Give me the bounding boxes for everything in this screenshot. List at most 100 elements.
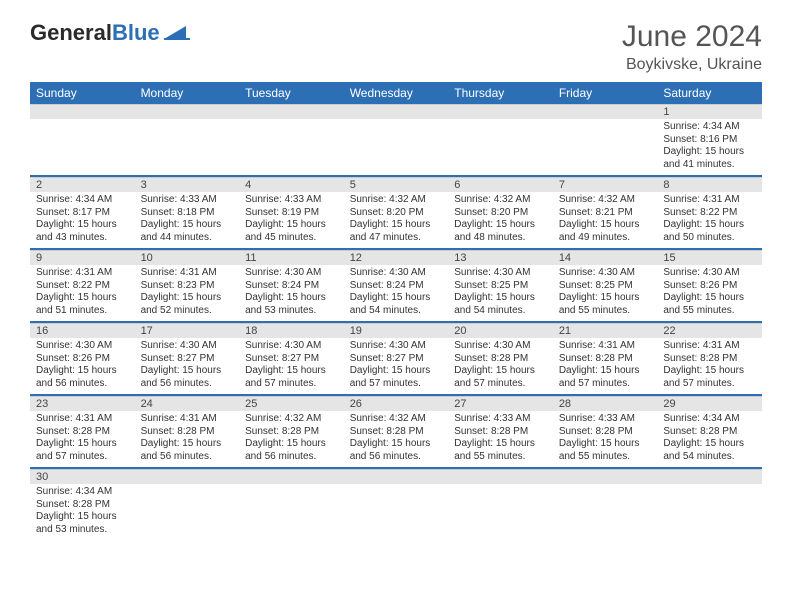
daylight-text: Daylight: 15 hours and 54 minutes. — [454, 292, 547, 317]
day-body: Sunrise: 4:34 AMSunset: 8:16 PMDaylight:… — [657, 119, 762, 175]
daylight-text: Daylight: 15 hours and 41 minutes. — [663, 146, 756, 171]
calendar-cell: 5Sunrise: 4:32 AMSunset: 8:20 PMDaylight… — [344, 176, 449, 249]
sunset-text: Sunset: 8:28 PM — [245, 426, 338, 439]
sunset-text: Sunset: 8:25 PM — [559, 280, 652, 293]
day-number: 18 — [239, 323, 344, 338]
logo-flag-icon — [164, 24, 190, 42]
calendar-week-row: 16Sunrise: 4:30 AMSunset: 8:26 PMDayligh… — [30, 322, 762, 395]
calendar-cell: 9Sunrise: 4:31 AMSunset: 8:22 PMDaylight… — [30, 249, 135, 322]
day-number: 9 — [30, 250, 135, 265]
day-number-empty — [553, 104, 658, 119]
day-body: Sunrise: 4:30 AMSunset: 8:26 PMDaylight:… — [657, 265, 762, 321]
day-body: Sunrise: 4:31 AMSunset: 8:28 PMDaylight:… — [553, 338, 658, 394]
day-body: Sunrise: 4:31 AMSunset: 8:28 PMDaylight:… — [30, 411, 135, 467]
day-number-empty — [135, 104, 240, 119]
day-number: 27 — [448, 396, 553, 411]
daylight-text: Daylight: 15 hours and 56 minutes. — [141, 365, 234, 390]
logo: GeneralBlue — [30, 20, 190, 46]
location: Boykivske, Ukraine — [622, 56, 762, 74]
sunset-text: Sunset: 8:19 PM — [245, 207, 338, 220]
sunset-text: Sunset: 8:23 PM — [141, 280, 234, 293]
sunrise-text: Sunrise: 4:30 AM — [559, 267, 652, 280]
daylight-text: Daylight: 15 hours and 56 minutes. — [350, 438, 443, 463]
sunrise-text: Sunrise: 4:33 AM — [559, 413, 652, 426]
daylight-text: Daylight: 15 hours and 53 minutes. — [36, 511, 129, 536]
day-number-empty — [30, 104, 135, 119]
daylight-text: Daylight: 15 hours and 57 minutes. — [559, 365, 652, 390]
day-number: 30 — [30, 469, 135, 484]
day-number: 14 — [553, 250, 658, 265]
sunset-text: Sunset: 8:24 PM — [350, 280, 443, 293]
sunset-text: Sunset: 8:22 PM — [663, 207, 756, 220]
sunset-text: Sunset: 8:28 PM — [663, 353, 756, 366]
sunset-text: Sunset: 8:24 PM — [245, 280, 338, 293]
daylight-text: Daylight: 15 hours and 55 minutes. — [454, 438, 547, 463]
day-body: Sunrise: 4:33 AMSunset: 8:28 PMDaylight:… — [553, 411, 658, 467]
day-number: 25 — [239, 396, 344, 411]
day-number: 16 — [30, 323, 135, 338]
day-body: Sunrise: 4:31 AMSunset: 8:28 PMDaylight:… — [135, 411, 240, 467]
sunset-text: Sunset: 8:28 PM — [559, 426, 652, 439]
daylight-text: Daylight: 15 hours and 56 minutes. — [141, 438, 234, 463]
day-number: 29 — [657, 396, 762, 411]
sunrise-text: Sunrise: 4:30 AM — [350, 340, 443, 353]
day-body: Sunrise: 4:32 AMSunset: 8:20 PMDaylight:… — [448, 192, 553, 248]
sunset-text: Sunset: 8:17 PM — [36, 207, 129, 220]
calendar-cell — [135, 468, 240, 540]
calendar-cell: 2Sunrise: 4:34 AMSunset: 8:17 PMDaylight… — [30, 176, 135, 249]
day-number: 6 — [448, 177, 553, 192]
calendar-cell: 21Sunrise: 4:31 AMSunset: 8:28 PMDayligh… — [553, 322, 658, 395]
day-number: 15 — [657, 250, 762, 265]
day-number: 24 — [135, 396, 240, 411]
calendar-cell: 1Sunrise: 4:34 AMSunset: 8:16 PMDaylight… — [657, 104, 762, 176]
sunrise-text: Sunrise: 4:33 AM — [141, 194, 234, 207]
calendar-cell: 15Sunrise: 4:30 AMSunset: 8:26 PMDayligh… — [657, 249, 762, 322]
day-number: 5 — [344, 177, 449, 192]
daylight-text: Daylight: 15 hours and 55 minutes. — [559, 438, 652, 463]
calendar-cell: 14Sunrise: 4:30 AMSunset: 8:25 PMDayligh… — [553, 249, 658, 322]
sunrise-text: Sunrise: 4:33 AM — [454, 413, 547, 426]
daylight-text: Daylight: 15 hours and 47 minutes. — [350, 219, 443, 244]
calendar-cell: 28Sunrise: 4:33 AMSunset: 8:28 PMDayligh… — [553, 395, 658, 468]
weekday-header: Sunday — [30, 82, 135, 104]
day-body: Sunrise: 4:30 AMSunset: 8:25 PMDaylight:… — [448, 265, 553, 321]
daylight-text: Daylight: 15 hours and 48 minutes. — [454, 219, 547, 244]
calendar-cell — [239, 468, 344, 540]
calendar-cell: 22Sunrise: 4:31 AMSunset: 8:28 PMDayligh… — [657, 322, 762, 395]
sunset-text: Sunset: 8:28 PM — [663, 426, 756, 439]
sunrise-text: Sunrise: 4:31 AM — [559, 340, 652, 353]
calendar-cell: 19Sunrise: 4:30 AMSunset: 8:27 PMDayligh… — [344, 322, 449, 395]
sunrise-text: Sunrise: 4:32 AM — [559, 194, 652, 207]
sunset-text: Sunset: 8:28 PM — [559, 353, 652, 366]
sunrise-text: Sunrise: 4:32 AM — [350, 413, 443, 426]
sunrise-text: Sunrise: 4:32 AM — [350, 194, 443, 207]
daylight-text: Daylight: 15 hours and 57 minutes. — [454, 365, 547, 390]
daylight-text: Daylight: 15 hours and 56 minutes. — [36, 365, 129, 390]
sunrise-text: Sunrise: 4:30 AM — [36, 340, 129, 353]
day-number-empty — [344, 104, 449, 119]
daylight-text: Daylight: 15 hours and 57 minutes. — [36, 438, 129, 463]
month-title: June 2024 — [622, 20, 762, 54]
sunrise-text: Sunrise: 4:32 AM — [454, 194, 547, 207]
daylight-text: Daylight: 15 hours and 49 minutes. — [559, 219, 652, 244]
calendar-cell — [344, 104, 449, 176]
logo-word2: Blue — [112, 20, 160, 46]
weekday-header-row: Sunday Monday Tuesday Wednesday Thursday… — [30, 82, 762, 104]
calendar-cell: 26Sunrise: 4:32 AMSunset: 8:28 PMDayligh… — [344, 395, 449, 468]
calendar-cell — [553, 104, 658, 176]
sunrise-text: Sunrise: 4:31 AM — [36, 267, 129, 280]
calendar-table: Sunday Monday Tuesday Wednesday Thursday… — [30, 82, 762, 540]
day-body: Sunrise: 4:30 AMSunset: 8:27 PMDaylight:… — [344, 338, 449, 394]
calendar-week-row: 2Sunrise: 4:34 AMSunset: 8:17 PMDaylight… — [30, 176, 762, 249]
calendar-cell: 3Sunrise: 4:33 AMSunset: 8:18 PMDaylight… — [135, 176, 240, 249]
calendar-cell: 6Sunrise: 4:32 AMSunset: 8:20 PMDaylight… — [448, 176, 553, 249]
weekday-header: Saturday — [657, 82, 762, 104]
day-number-empty — [239, 469, 344, 484]
sunset-text: Sunset: 8:22 PM — [36, 280, 129, 293]
daylight-text: Daylight: 15 hours and 56 minutes. — [245, 438, 338, 463]
sunset-text: Sunset: 8:21 PM — [559, 207, 652, 220]
weekday-header: Friday — [553, 82, 658, 104]
day-number: 13 — [448, 250, 553, 265]
daylight-text: Daylight: 15 hours and 55 minutes. — [663, 292, 756, 317]
sunrise-text: Sunrise: 4:34 AM — [663, 121, 756, 134]
